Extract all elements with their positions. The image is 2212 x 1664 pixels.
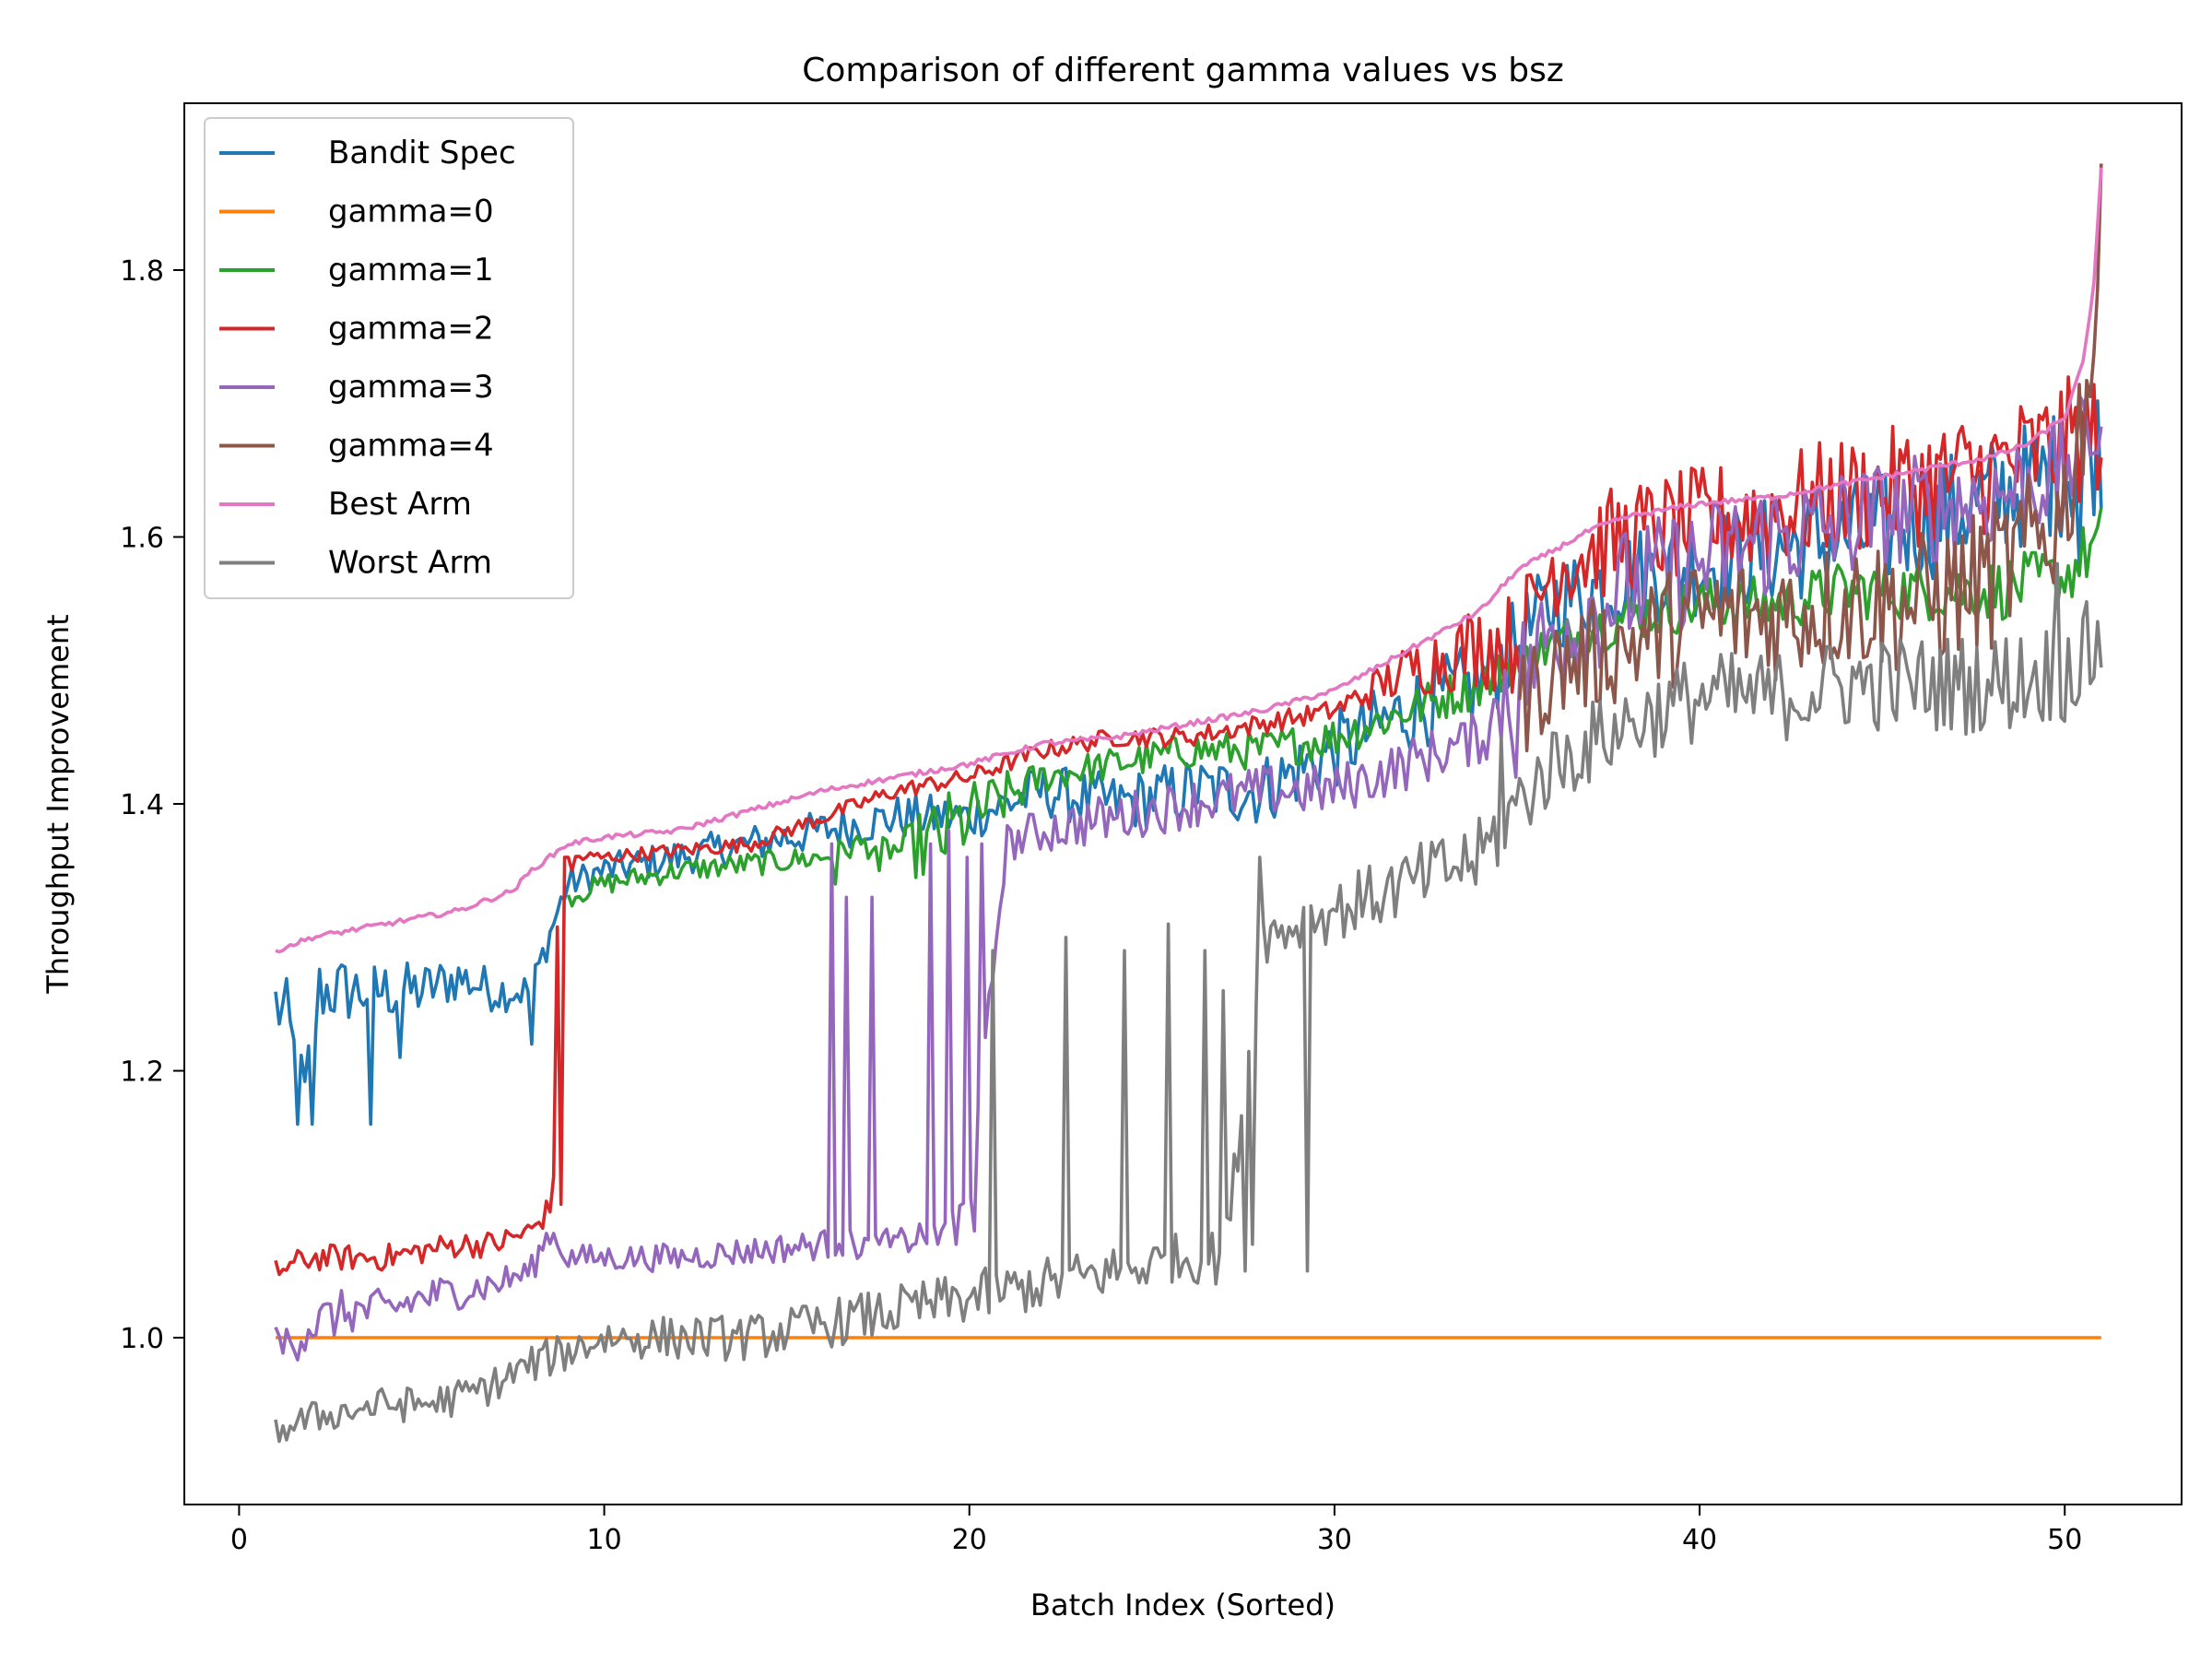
series-line-2 [566, 507, 2103, 908]
legend-box [204, 117, 574, 599]
y-tick-label: 1.2 [120, 1056, 164, 1089]
legend-entry-label: gamma=2 [328, 311, 494, 348]
x-tick-label: 40 [1682, 1524, 1717, 1556]
series-line-3 [274, 375, 2103, 1277]
x-tick-label: 20 [952, 1524, 987, 1556]
series-line-4 [274, 394, 2103, 1362]
y-axis-label: Throughput Improvement [41, 614, 76, 994]
x-tick-label: 50 [2047, 1524, 2082, 1556]
y-tick-label: 1.6 [120, 522, 164, 554]
y-tick-label: 1.8 [120, 255, 164, 288]
x-tick-label: 10 [586, 1524, 621, 1556]
legend-entry-label: gamma=4 [328, 428, 494, 465]
y-tick-label: 1.4 [120, 789, 164, 821]
series-line-6 [275, 167, 2103, 954]
legend-entry-label: Bandit Spec [328, 135, 516, 171]
ticks-layer: 0 10 20 30 40 50 1.0 1.2 1.4 1.6 1.8 [120, 255, 2082, 1556]
x-axis-label: Batch Index (Sorted) [1030, 1587, 1335, 1623]
x-tick-label: 0 [230, 1524, 248, 1556]
legend-entry-label: gamma=3 [328, 369, 494, 406]
legend-entry-label: Best Arm [328, 486, 472, 523]
y-tick-label: 1.0 [120, 1323, 164, 1355]
x-tick-label: 30 [1317, 1524, 1352, 1556]
chart-title: Comparison of different gamma values vs … [802, 52, 1564, 89]
legend: Bandit Spec gamma=0 gamma=1 gamma=2 gamma=3 g… [204, 117, 574, 599]
series-line-7 [274, 561, 2103, 1444]
legend-entry-label: Worst Arm [328, 545, 492, 582]
series-line-5 [1517, 163, 2103, 753]
series-layer [274, 163, 2103, 1444]
legend-entry-label: gamma=1 [328, 252, 494, 289]
legend-entry-label: gamma=0 [328, 194, 494, 230]
